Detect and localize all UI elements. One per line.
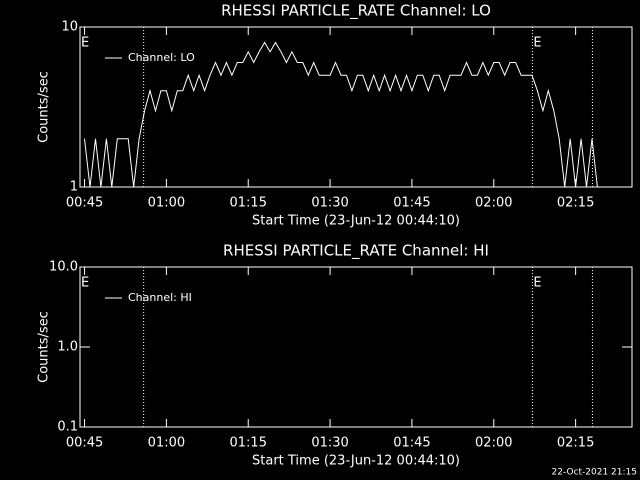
x-tick-label: 01:45	[393, 196, 430, 211]
annotation: E	[81, 36, 89, 51]
x-tick-label: 02:00	[475, 436, 512, 451]
x-tick-label: 01:15	[230, 196, 267, 211]
legend-label: Channel: LO	[128, 51, 195, 64]
x-tick-label: 01:30	[311, 196, 348, 211]
x-tick-label: 01:00	[148, 436, 185, 451]
y-tick-label: 10.0	[49, 260, 78, 275]
chart-title: RHESSI PARTICLE_RATE Channel: HI	[223, 242, 489, 261]
legend-label: Channel: HI	[128, 291, 192, 304]
footer: 22-Oct-2021 21:15	[552, 468, 637, 478]
x-tick-label: 02:15	[557, 436, 594, 451]
y-tick-label: 0.1	[57, 420, 78, 435]
data-line	[84, 41, 598, 187]
annotation: E	[81, 276, 89, 291]
x-tick-label: 01:00	[148, 196, 185, 211]
y-tick-label: 10	[61, 20, 78, 35]
x-tick-label: 01:15	[230, 436, 267, 451]
annotation: E	[533, 276, 541, 291]
y-tick-label: 1.0	[57, 340, 78, 355]
x-tick-label: 02:00	[475, 196, 512, 211]
chart-title: RHESSI PARTICLE_RATE Channel: LO	[221, 2, 491, 21]
plot-frame	[79, 26, 633, 188]
y-tick-label: 1	[70, 180, 78, 195]
x-tick-label: 01:30	[311, 436, 348, 451]
y-axis-label: Counts/sec	[37, 71, 52, 143]
x-tick-label: 00:45	[66, 436, 103, 451]
x-tick-label: 00:45	[66, 196, 103, 211]
y-axis-label: Counts/sec	[37, 311, 52, 383]
x-tick-label: 01:45	[393, 436, 430, 451]
x-axis-label: Start Time (23-Jun-12 00:44:10)	[252, 454, 460, 469]
annotation: E	[533, 36, 541, 51]
x-axis-label: Start Time (23-Jun-12 00:44:10)	[252, 214, 460, 229]
x-tick-label: 02:15	[557, 196, 594, 211]
